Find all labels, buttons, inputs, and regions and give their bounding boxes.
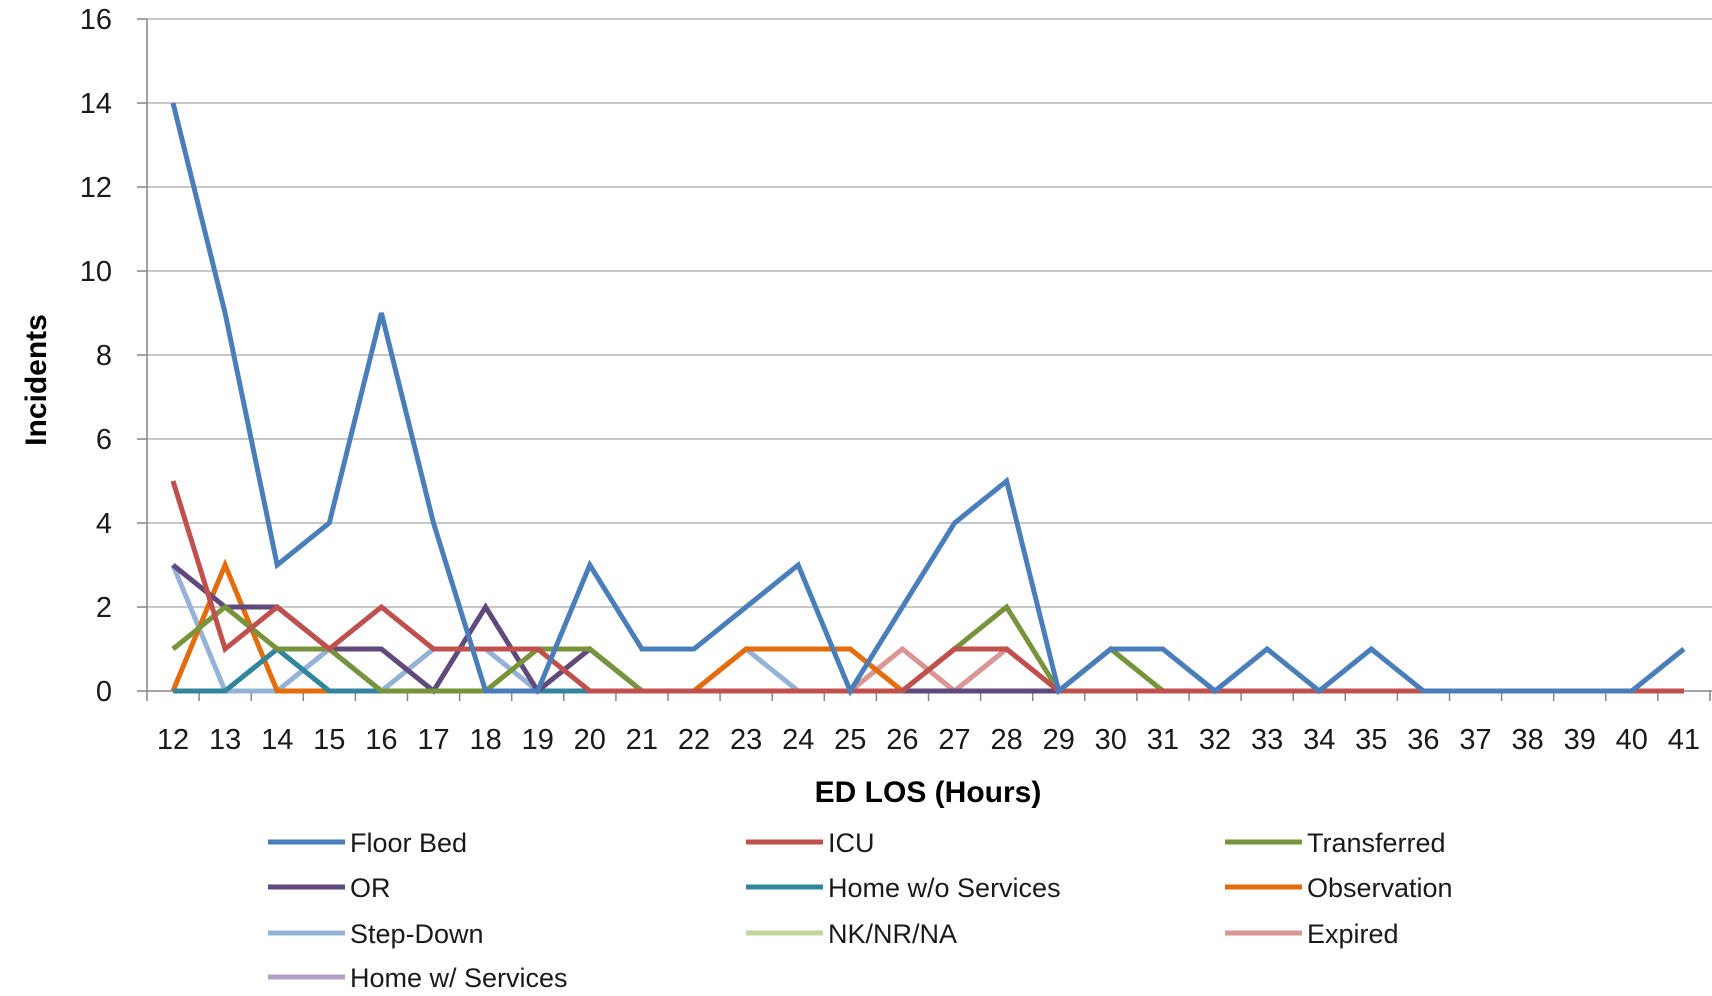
legend-label-8: Expired <box>1307 919 1399 949</box>
x-tick-label-21: 33 <box>1251 724 1283 756</box>
y-tick-label-1: 2 <box>96 592 112 624</box>
x-tick-label-6: 18 <box>469 724 501 756</box>
x-tick-label-2: 14 <box>261 724 293 756</box>
x-axis-title: ED LOS (Hours) <box>815 776 1042 809</box>
x-tick-label-3: 15 <box>313 724 345 756</box>
gridlines <box>147 18 1712 608</box>
x-tick-label-28: 40 <box>1616 724 1648 756</box>
x-tick-label-12: 24 <box>782 724 814 756</box>
legend-label-0: Floor Bed <box>350 828 467 858</box>
x-tick-label-27: 39 <box>1564 724 1596 756</box>
legend-label-2: Transferred <box>1307 828 1446 858</box>
x-tick-label-29: 41 <box>1668 724 1700 756</box>
x-tick-label-26: 38 <box>1511 724 1543 756</box>
x-tick-label-16: 28 <box>990 724 1022 756</box>
series-line-8 <box>170 480 1684 694</box>
x-tick-label-25: 37 <box>1459 724 1491 756</box>
x-tick-label-14: 26 <box>886 724 918 756</box>
x-tick-label-11: 23 <box>730 724 762 756</box>
x-tick-label-0: 12 <box>157 724 189 756</box>
x-tick-label-9: 21 <box>626 724 658 756</box>
axes <box>137 18 1712 701</box>
legend-label-4: Home w/o Services <box>828 873 1061 903</box>
x-tick-label-15: 27 <box>938 724 970 756</box>
legend-label-7: NK/NR/NA <box>828 919 957 949</box>
y-tick-label-3: 6 <box>96 424 112 456</box>
y-tick-label-0: 0 <box>96 676 112 708</box>
y-tick-label-5: 10 <box>80 256 112 288</box>
x-tick-label-8: 20 <box>574 724 606 756</box>
y-axis-title: Incidents <box>20 314 53 446</box>
x-tick-label-24: 36 <box>1407 724 1439 756</box>
legend-label-1: ICU <box>828 828 875 858</box>
x-tick-label-18: 30 <box>1095 724 1127 756</box>
x-tick-label-4: 16 <box>365 724 397 756</box>
series-lines <box>170 102 1686 697</box>
legend-label-6: Step-Down <box>350 919 484 949</box>
legend: Floor Bed ICU Transferred OR Home w/o Servic… <box>268 828 1453 993</box>
y-tick-label-4: 8 <box>96 340 112 372</box>
legend-label-5: Observation <box>1307 873 1453 903</box>
x-tick-label-5: 17 <box>417 724 449 756</box>
legend-label-3: OR <box>350 873 391 903</box>
x-tick-label-23: 35 <box>1355 724 1387 756</box>
series-line-9 <box>170 102 1686 697</box>
x-tick-label-19: 31 <box>1147 724 1179 756</box>
y-tick-label-8: 16 <box>80 4 112 36</box>
x-tick-label-10: 22 <box>678 724 710 756</box>
x-tick-label-1: 13 <box>209 724 241 756</box>
x-tick-label-22: 34 <box>1303 724 1335 756</box>
legend-label-9: Home w/ Services <box>350 963 568 993</box>
y-tick-label-2: 4 <box>96 508 112 540</box>
x-tick-label-20: 32 <box>1199 724 1231 756</box>
x-tick-label-13: 25 <box>834 724 866 756</box>
y-tick-label-6: 12 <box>80 172 112 204</box>
y-tick-label-7: 14 <box>80 88 112 120</box>
x-tick-label-7: 19 <box>522 724 554 756</box>
x-tick-label-17: 29 <box>1043 724 1075 756</box>
